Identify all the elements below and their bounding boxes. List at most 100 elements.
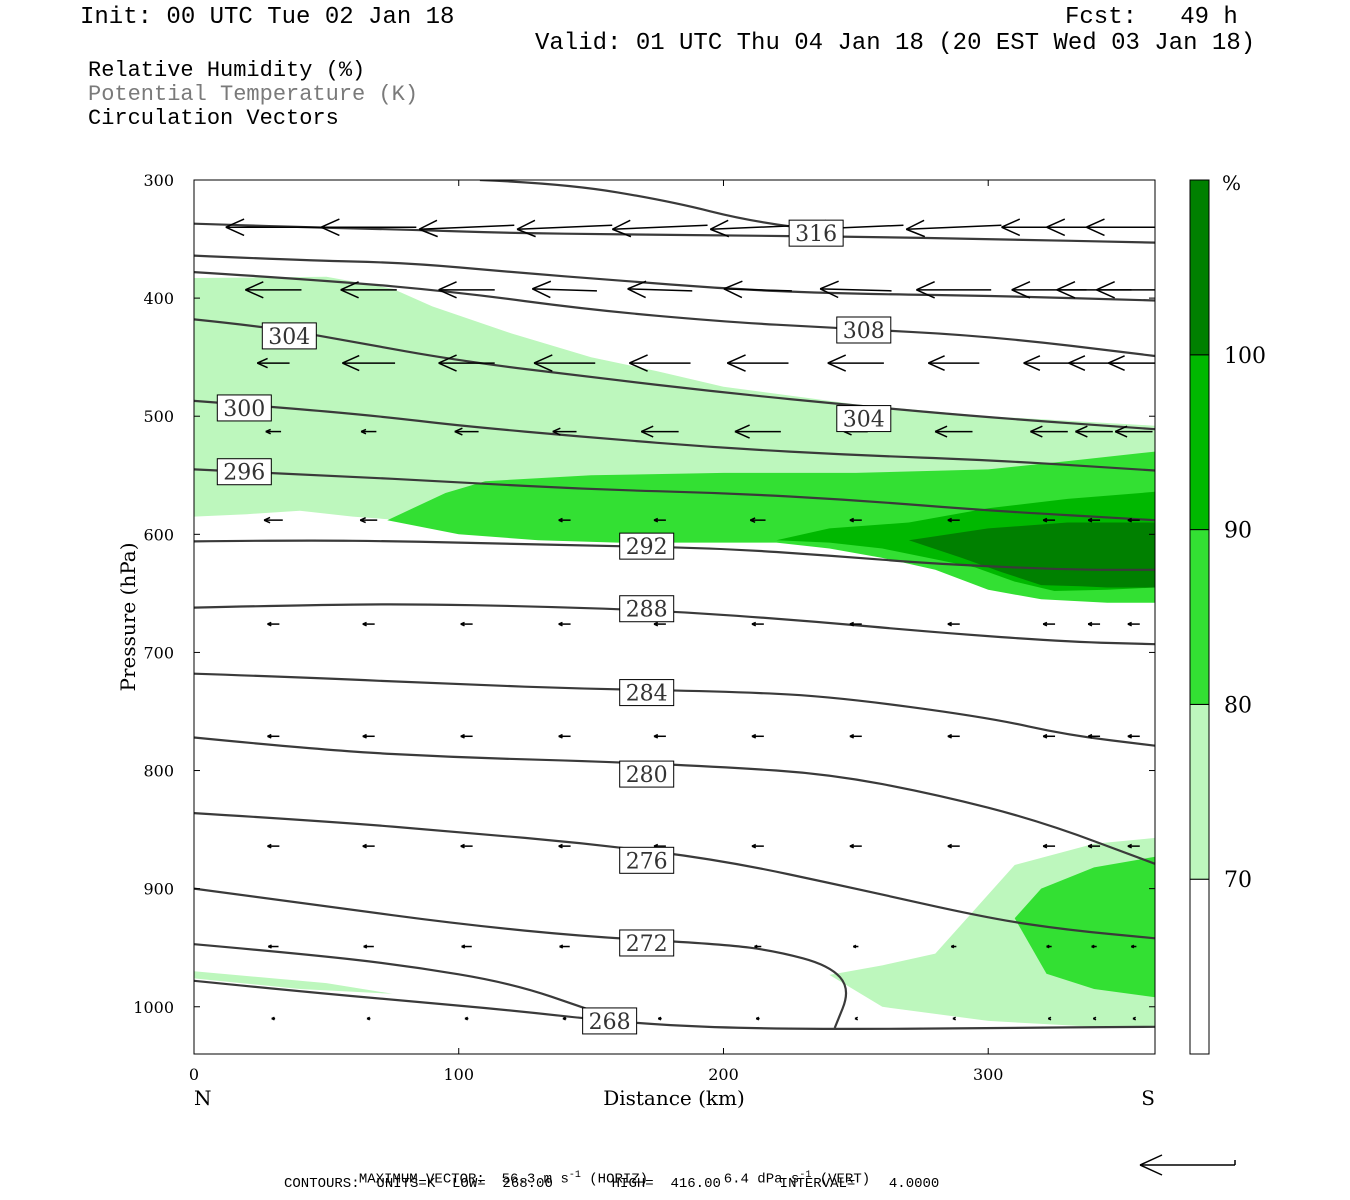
init-time: Init: 00 UTC Tue 02 Jan 18	[80, 4, 455, 31]
vector-head	[751, 845, 757, 849]
vector-head	[562, 1017, 566, 1021]
vector-head	[1023, 362, 1041, 372]
vector-head	[927, 362, 945, 372]
theta-contour-316	[479, 180, 843, 235]
vector-head	[849, 845, 855, 849]
vector-head	[558, 519, 563, 523]
circulation-vector	[265, 428, 282, 435]
vector-head	[267, 845, 272, 849]
contour-label-box	[619, 679, 675, 707]
circulation-vector	[552, 427, 577, 436]
circulation-vector	[1130, 944, 1137, 949]
vector-head	[418, 219, 438, 230]
vector-shaft	[612, 224, 708, 230]
vector-head	[533, 354, 553, 364]
vector-head	[342, 354, 360, 364]
circulation-vector	[916, 281, 992, 299]
y-tick-label: 400	[143, 289, 174, 308]
circulation-vector	[905, 219, 1002, 238]
vector-head	[454, 427, 463, 433]
contour-label-box	[619, 532, 675, 560]
vector-head	[947, 735, 952, 739]
circulation-vector	[849, 733, 862, 739]
circulation-vector	[263, 516, 283, 524]
circulation-vector	[1042, 843, 1056, 849]
circulation-vector	[1047, 1016, 1052, 1021]
vector-head	[723, 288, 743, 299]
vector-head	[947, 519, 952, 523]
contour-label-272: 272	[626, 932, 668, 957]
circulation-vector	[849, 843, 862, 849]
circulation-vector	[849, 621, 862, 627]
theta-contour-304	[194, 318, 1155, 431]
vector-head	[1056, 281, 1076, 291]
vector-head	[849, 735, 855, 739]
circulation-vector	[438, 354, 495, 372]
vector-head	[726, 354, 746, 364]
legend-theta: Potential Temperature (K)	[88, 82, 419, 107]
vector-head	[225, 218, 245, 228]
circulation-vector	[418, 219, 515, 238]
colorbar-swatch	[1189, 703, 1210, 880]
contour-label-layer: 316 308 304 304 300 296 292 288 284 280 276 272 268	[216, 219, 892, 1035]
contour-label-308: 308	[843, 319, 885, 344]
vector-head	[1023, 355, 1041, 364]
x-tick-label: 300	[973, 1065, 1004, 1084]
vector-head	[751, 623, 757, 627]
y-tick-label: 600	[143, 525, 174, 544]
circulation-vector	[1075, 425, 1113, 438]
theta-contour-296	[194, 468, 1155, 522]
y-tick-label: 500	[143, 407, 174, 426]
vector-head	[438, 281, 457, 291]
forecast-hour: Fcst: 49 h	[1065, 4, 1238, 31]
contour-label-box	[619, 760, 675, 788]
circulation-vector	[342, 354, 396, 372]
circulation-vector	[852, 944, 859, 949]
circulation-vector	[751, 733, 764, 739]
vector-shaft	[820, 288, 892, 292]
circulation-vector	[360, 428, 377, 435]
vector-head	[359, 519, 366, 524]
circulation-vector	[854, 1016, 859, 1021]
contour-label-300: 300	[223, 397, 265, 422]
vector-head	[1042, 845, 1048, 849]
contour-label-304: 304	[843, 408, 885, 433]
rh-region-100	[908, 522, 1155, 588]
vector-head	[657, 1017, 662, 1021]
vector-head	[340, 281, 359, 291]
vector-head	[265, 430, 271, 435]
theta-contour-280	[194, 736, 1155, 865]
vector-head	[263, 519, 271, 524]
legend-vectors: Circulation Vectors	[88, 106, 339, 131]
circulation-vector	[559, 944, 570, 949]
vector-head	[552, 427, 561, 433]
circulation-vector	[532, 280, 597, 299]
circulation-vector	[562, 1016, 567, 1021]
theta-contour-308	[194, 254, 1155, 302]
vector-head	[612, 219, 631, 230]
vector-head	[947, 623, 952, 627]
circulation-vector	[734, 424, 781, 439]
circulation-vector	[1042, 517, 1056, 523]
circulation-vector	[849, 517, 862, 523]
colorbar-label: 90	[1224, 519, 1252, 544]
circulation-vector	[366, 1016, 371, 1021]
vector-head	[629, 354, 648, 364]
vector-head	[460, 735, 465, 739]
valid-time: Valid: 01 UTC Thu 04 Jan 18 (20 EST Wed …	[535, 30, 1256, 57]
vector-head	[267, 735, 272, 739]
circulation-vector	[245, 281, 302, 299]
colorbar-label: 70	[1224, 868, 1252, 893]
circulation-vector	[1127, 843, 1140, 849]
circulation-vector	[1091, 944, 1097, 949]
vector-head	[1001, 218, 1021, 228]
vector-head	[532, 280, 552, 290]
vector-head	[1042, 519, 1048, 523]
rh-region-80	[1014, 856, 1155, 998]
vector-head	[464, 1017, 469, 1021]
vector-head	[1114, 430, 1128, 438]
circulation-vector	[723, 280, 792, 299]
vector-head	[1092, 1017, 1097, 1021]
vector-head	[1046, 226, 1066, 237]
